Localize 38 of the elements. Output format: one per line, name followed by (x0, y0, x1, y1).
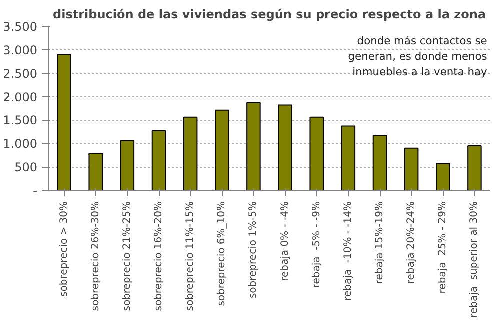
x-tick-label: rebaja -5% - -9% (311, 201, 322, 288)
bar (88, 152, 103, 190)
bar (278, 104, 292, 190)
x-tick-label: sobreprecio 1%-5% (248, 201, 260, 299)
x-tick-label: rebaja 0% - -4% (280, 201, 291, 282)
x-tick-label: rebaja 20%-24% (406, 201, 418, 284)
bar (215, 110, 230, 190)
bar (372, 135, 388, 190)
y-tick-label: 3.500 (3, 20, 38, 34)
y-tick-label: - (33, 184, 38, 198)
bar (404, 148, 419, 190)
y-tick-label: 500 (14, 160, 38, 175)
y-tick-label: 2.000 (3, 90, 38, 104)
bar (436, 163, 450, 190)
bar (57, 54, 72, 190)
x-tick-label: sobreprecio 21%-25% (122, 201, 133, 312)
bar (120, 140, 135, 190)
chart-title: distribución de las viviendas según su precio respecto a la zona (53, 8, 486, 22)
y-tick-label: 2.500 (3, 66, 38, 81)
y-tick-label: 1.000 (3, 137, 38, 152)
annotation: donde más contactos se generan, es donde menos inmuebles a la venta hay (348, 34, 488, 79)
y-tick-label: 1.500 (3, 114, 38, 128)
x-tick-label: sobreprecio 11%-15% (185, 201, 196, 312)
x-tick-label: sobreprecio > 30% (58, 202, 70, 297)
bar (152, 130, 166, 190)
bar (310, 116, 324, 190)
x-tick-label: rebaja -10% - -14% (342, 201, 354, 301)
x-tick-label: sobreprecio 26%-30% (90, 201, 102, 312)
bar (341, 126, 356, 190)
x-tick-label: rebaja 15%-19% (374, 201, 386, 284)
x-tick-label: rebaja superior al 30% (469, 201, 480, 318)
x-tick-label: rebaja 25% - 29% (438, 202, 449, 294)
y-tick-label: 3.000 (3, 43, 38, 58)
bar (183, 116, 198, 190)
x-tick-label: sobreprecio 6%_10% (216, 201, 228, 306)
bar (246, 102, 261, 190)
bar (468, 145, 482, 190)
x-tick-label: sobreprecio 16%-20% (154, 201, 164, 312)
